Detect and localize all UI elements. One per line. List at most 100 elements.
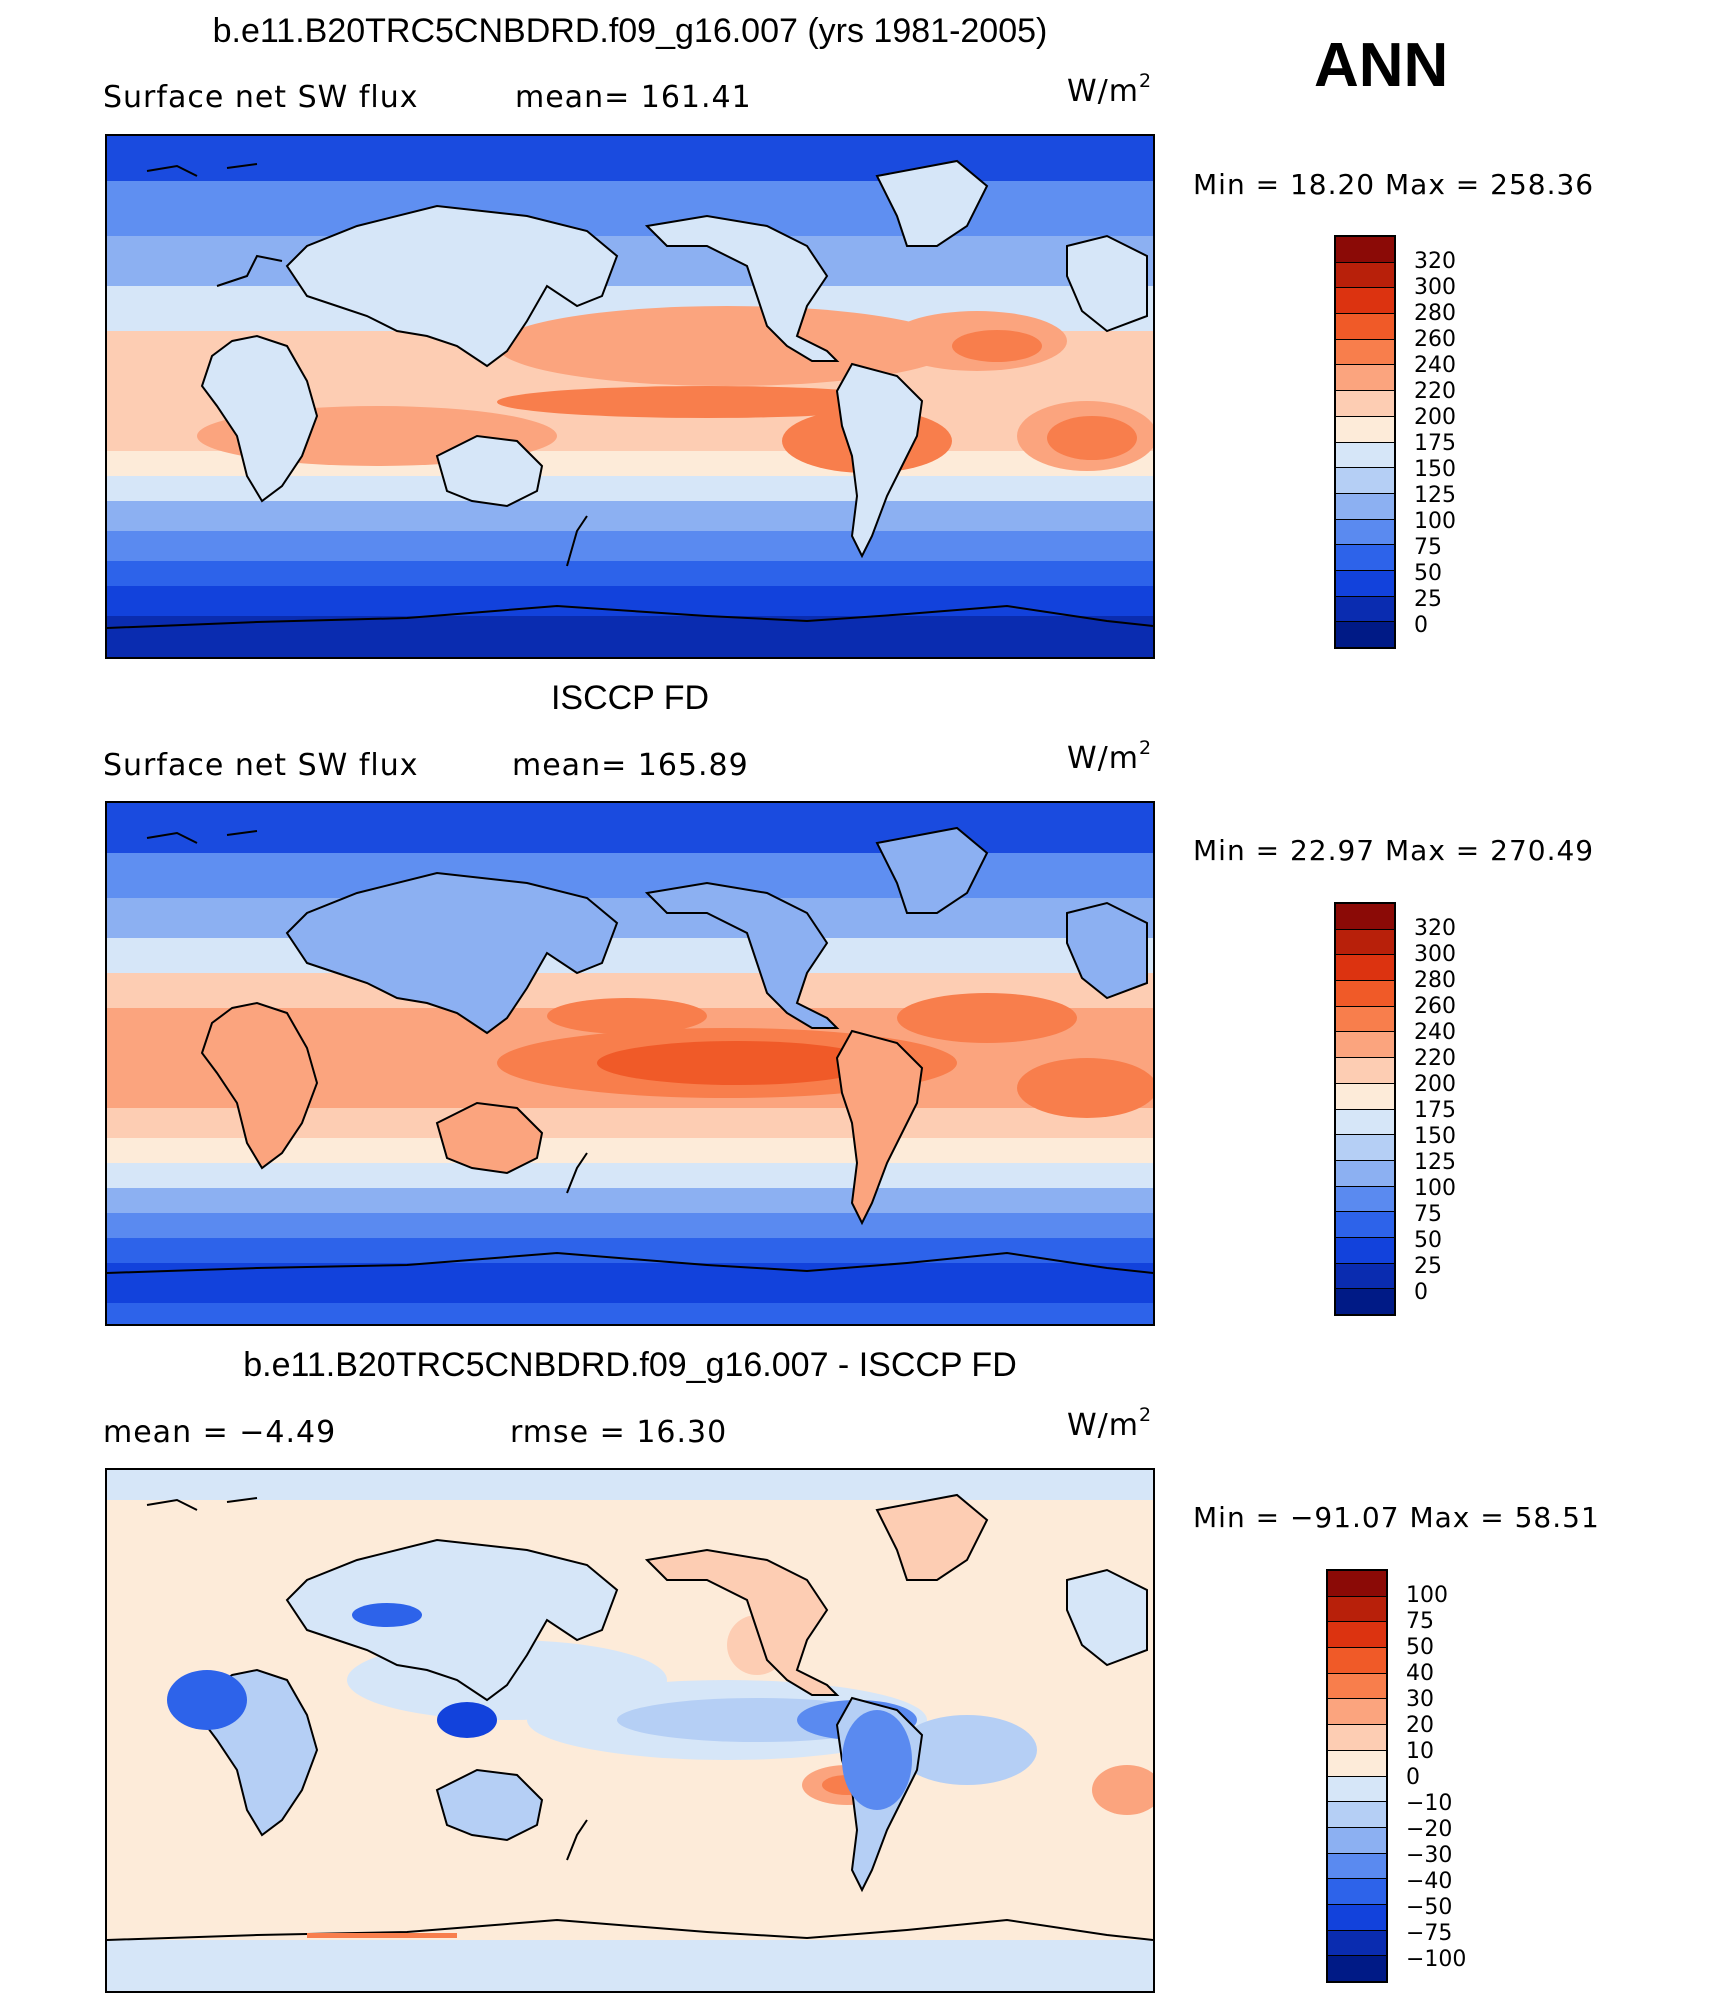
- panel1-mean: mean= 161.41: [515, 80, 752, 115]
- panel1-title: b.e11.B20TRC5CNBDRD.f09_g16.007 (yrs 198…: [212, 12, 1048, 50]
- colorbar-swatch: [1328, 1956, 1386, 1981]
- colorbar-tick-label: 30: [1406, 1687, 1434, 1712]
- colorbar-tick-label: 150: [1414, 457, 1456, 482]
- colorbar-swatch: [1336, 416, 1394, 443]
- colorbar-tick-label: 320: [1414, 916, 1456, 941]
- panel3-units: W/m2: [1067, 1404, 1153, 1444]
- colorbar-tick-label: 75: [1406, 1609, 1434, 1634]
- colorbar-swatch: [1336, 314, 1394, 340]
- colorbar-tick-label: −100: [1406, 1947, 1467, 1972]
- panel2-colorbar-labels: 320 300 280 260 240 220 200 175 150 125 100 75 50 25 0: [1414, 916, 1456, 1306]
- colorbar-tick-label: 320: [1414, 249, 1456, 274]
- colorbar-swatch: [1336, 981, 1394, 1007]
- colorbar-swatch: [1328, 1853, 1386, 1880]
- colorbar-tick-label: 25: [1414, 587, 1442, 612]
- colorbar-swatch: [1336, 1212, 1394, 1238]
- colorbar-tick-label: 50: [1406, 1635, 1434, 1660]
- colorbar-swatch: [1328, 1648, 1386, 1674]
- panel3-rmse: rmse = 16.30: [510, 1415, 728, 1450]
- colorbar-swatch: [1336, 1186, 1394, 1213]
- colorbar-tick-label: 75: [1414, 535, 1442, 560]
- colorbar-tick-label: 280: [1414, 301, 1456, 326]
- colorbar-tick-label: 10: [1406, 1739, 1434, 1764]
- panel2-variable-label: Surface net SW flux: [103, 748, 419, 783]
- colorbar-swatch: [1328, 1802, 1386, 1828]
- colorbar-tick-label: 260: [1414, 994, 1456, 1019]
- panel1-colorbar: [1334, 235, 1396, 649]
- colorbar-tick-label: 240: [1414, 1020, 1456, 1045]
- colorbar-swatch: [1336, 288, 1394, 315]
- colorbar-swatch: [1336, 1237, 1394, 1264]
- colorbar-swatch: [1336, 545, 1394, 571]
- colorbar-tick-label: 240: [1414, 353, 1456, 378]
- colorbar-tick-label: −10: [1406, 1791, 1453, 1816]
- panel1-map: [105, 134, 1155, 659]
- colorbar-tick-label: 50: [1414, 561, 1442, 586]
- colorbar-tick-label: −20: [1406, 1817, 1453, 1842]
- panel1-minmax: Min = 18.20 Max = 258.36: [1193, 168, 1595, 201]
- colorbar-tick-label: −50: [1406, 1895, 1453, 1920]
- colorbar-swatch: [1336, 442, 1394, 469]
- colorbar-swatch: [1328, 1622, 1386, 1649]
- colorbar-swatch: [1328, 1827, 1386, 1854]
- colorbar-tick-label: 150: [1414, 1124, 1456, 1149]
- colorbar-swatch: [1336, 237, 1394, 263]
- colorbar-swatch: [1336, 468, 1394, 494]
- colorbar-swatch: [1328, 1750, 1386, 1777]
- colorbar-tick-label: 100: [1414, 1176, 1456, 1201]
- colorbar-tick-label: 50: [1414, 1228, 1442, 1253]
- colorbar-swatch: [1336, 262, 1394, 289]
- season-label: ANN: [1314, 31, 1449, 100]
- colorbar-tick-label: 300: [1414, 942, 1456, 967]
- panel2-title: ISCCP FD: [550, 679, 710, 717]
- colorbar-tick-label: 125: [1414, 483, 1456, 508]
- panel1-units: W/m2: [1067, 70, 1153, 110]
- colorbar-tick-label: 0: [1414, 1280, 1428, 1305]
- panel3-minmax: Min = −91.07 Max = 58.51: [1193, 1501, 1600, 1534]
- panel3-colorbar-labels: 100 75 50 40 30 20 10 0 −10 −20 −30 −40 −50 −75 −100: [1406, 1583, 1466, 1973]
- colorbar-tick-label: 75: [1414, 1202, 1442, 1227]
- colorbar-swatch: [1328, 1776, 1386, 1803]
- colorbar-swatch: [1328, 1879, 1386, 1905]
- panel2-map: [105, 801, 1155, 1326]
- colorbar-swatch: [1336, 1109, 1394, 1136]
- colorbar-swatch: [1336, 1058, 1394, 1084]
- colorbar-tick-label: −30: [1406, 1843, 1453, 1868]
- colorbar-swatch: [1336, 596, 1394, 623]
- panel2-minmax: Min = 22.97 Max = 270.49: [1193, 834, 1595, 867]
- panel3-mean: mean = −4.49: [103, 1415, 337, 1450]
- colorbar-tick-label: 220: [1414, 1046, 1456, 1071]
- colorbar-swatch: [1336, 493, 1394, 520]
- colorbar-tick-label: 200: [1414, 1072, 1456, 1097]
- colorbar-swatch: [1328, 1596, 1386, 1623]
- colorbar-swatch: [1336, 929, 1394, 956]
- colorbar-swatch: [1336, 1263, 1394, 1290]
- colorbar-swatch: [1336, 339, 1394, 366]
- colorbar-swatch: [1336, 519, 1394, 546]
- colorbar-tick-label: 40: [1406, 1661, 1434, 1686]
- colorbar-tick-label: 0: [1406, 1765, 1420, 1790]
- colorbar-tick-label: 175: [1414, 431, 1456, 456]
- colorbar-tick-label: 175: [1414, 1098, 1456, 1123]
- colorbar-swatch: [1328, 1725, 1386, 1751]
- panel2-colorbar: [1334, 902, 1396, 1316]
- colorbar-swatch: [1336, 1032, 1394, 1059]
- colorbar-tick-label: −75: [1406, 1921, 1453, 1946]
- colorbar-tick-label: 25: [1414, 1254, 1442, 1279]
- colorbar-swatch: [1328, 1904, 1386, 1931]
- colorbar-swatch: [1336, 391, 1394, 417]
- colorbar-swatch: [1336, 1083, 1394, 1110]
- colorbar-tick-label: 100: [1406, 1583, 1448, 1608]
- colorbar-swatch: [1336, 622, 1394, 647]
- colorbar-swatch: [1336, 1289, 1394, 1314]
- colorbar-swatch: [1336, 365, 1394, 392]
- colorbar-swatch: [1336, 1006, 1394, 1033]
- panel2-units: W/m2: [1067, 737, 1153, 777]
- colorbar-tick-label: 300: [1414, 275, 1456, 300]
- colorbar-tick-label: 100: [1414, 509, 1456, 534]
- colorbar-swatch: [1336, 955, 1394, 982]
- colorbar-swatch: [1328, 1571, 1386, 1597]
- colorbar-tick-label: 20: [1406, 1713, 1434, 1738]
- panel3-title: b.e11.B20TRC5CNBDRD.f09_g16.007 - ISCCP …: [243, 1346, 1017, 1384]
- panel1-colorbar-labels: 320 300 280 260 240 220 200 175 150 125 100 75 50 25 0: [1414, 249, 1456, 639]
